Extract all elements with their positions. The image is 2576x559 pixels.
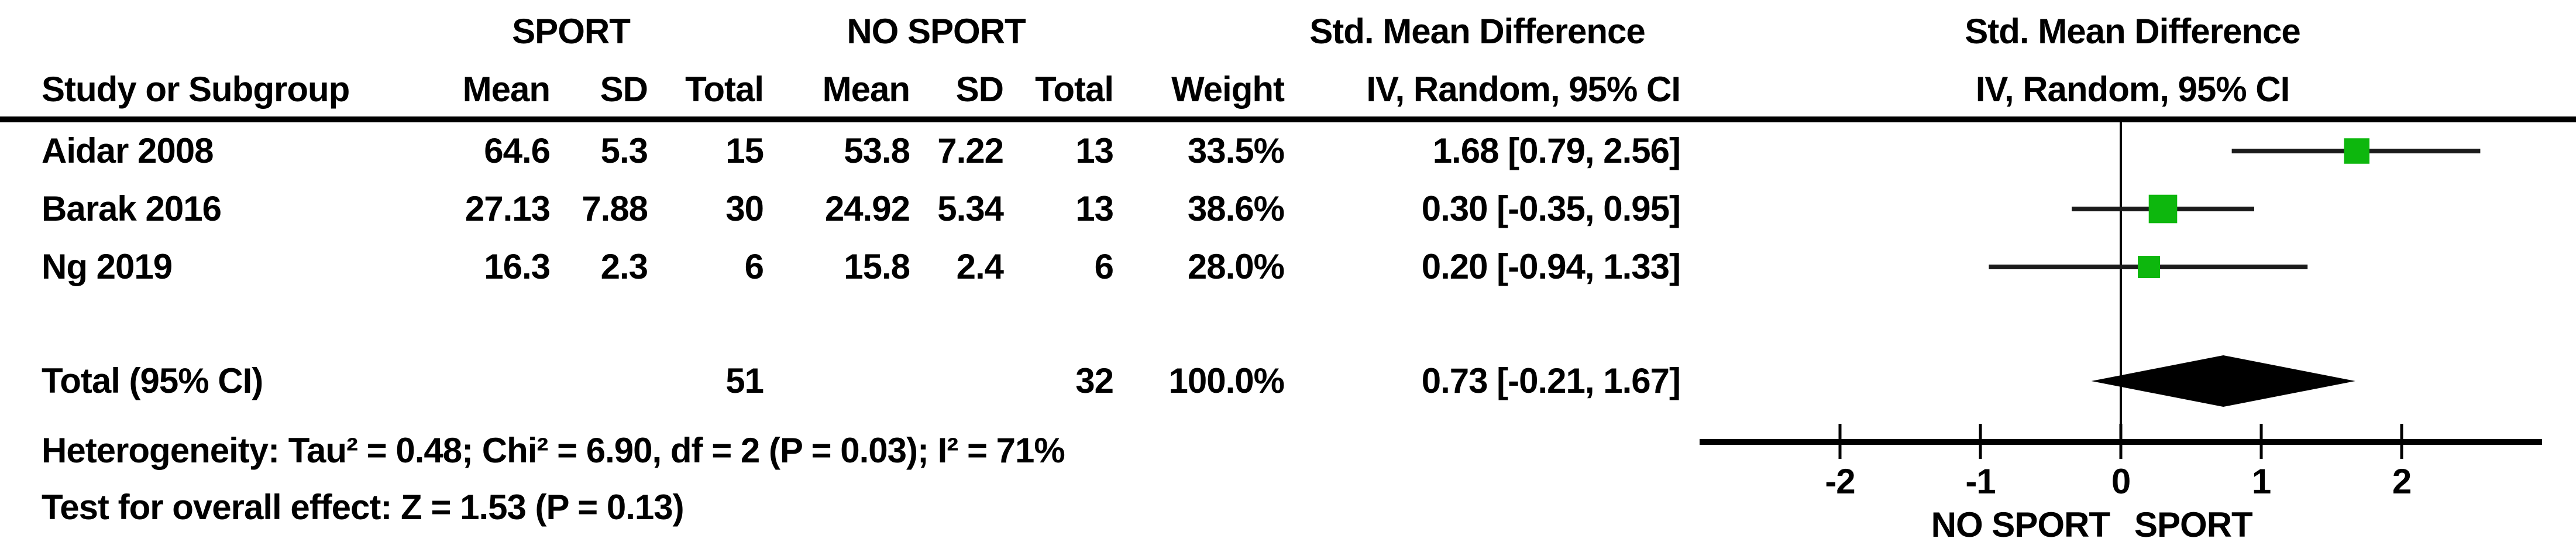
nosport-total: 13 (1075, 189, 1114, 228)
study-label: Ng 2019 (42, 247, 173, 286)
smd-text-column-header: Std. Mean Difference (1309, 12, 1645, 51)
total-smd-ci-text: 0.73 [-0.21, 1.67] (1421, 361, 1681, 400)
overall-effect-stats: Test for overall effect: Z = 1.53 (P = 0… (42, 488, 685, 527)
sport-total: 30 (725, 189, 764, 228)
sport-mean: 16.3 (484, 247, 551, 286)
effect-square (2148, 194, 2178, 224)
smd-plot-column-header: Std. Mean Difference (1965, 12, 2300, 51)
header-rule (0, 116, 2576, 122)
axis-tick-label: 2 (2392, 462, 2411, 501)
study-label: Barak 2016 (42, 189, 222, 228)
nosport-sd: 5.34 (937, 189, 1004, 228)
nosport-mean: 15.8 (844, 247, 910, 286)
sport-total: 6 (744, 247, 764, 286)
nosport-sd: 2.4 (956, 247, 1004, 286)
col-header-sport-total: Total (685, 70, 764, 109)
sport-mean: 64.6 (484, 131, 551, 170)
axis-tick-label: 0 (2111, 462, 2130, 501)
total-nosport-n: 32 (1075, 361, 1114, 400)
axis-tick-label: 1 (2252, 462, 2271, 501)
sport-sd: 7.88 (582, 189, 648, 228)
smd-ci-text: 1.68 [0.79, 2.56] (1432, 131, 1681, 170)
col-header-study: Study or Subgroup (42, 70, 350, 109)
nosport-sd: 7.22 (937, 131, 1004, 170)
sport-mean: 27.13 (465, 189, 551, 228)
sport-sd: 5.3 (600, 131, 648, 170)
group-header-no-sport: NO SPORT (847, 12, 1026, 51)
col-header-sport-sd: SD (600, 70, 648, 109)
col-header-iv-random-plot: IV, Random, 95% CI (1975, 70, 2290, 109)
sport-total: 15 (725, 131, 764, 170)
weight-value: 33.5% (1187, 131, 1285, 170)
study-label: Aidar 2008 (42, 131, 214, 170)
nosport-total: 6 (1094, 247, 1114, 286)
nosport-mean: 24.92 (824, 189, 910, 228)
col-header-weight: Weight (1171, 70, 1285, 109)
axis-tick-label: -1 (1965, 462, 1995, 501)
smd-ci-text: 0.30 [-0.35, 0.95] (1421, 189, 1681, 228)
total-weight: 100.0% (1168, 361, 1285, 400)
axis-label-no-sport: NO SPORT (1931, 505, 2110, 544)
heterogeneity-stats: Heterogeneity: Tau² = 0.48; Chi² = 6.90,… (42, 431, 1065, 470)
col-header-nosport-mean: Mean (822, 70, 910, 109)
col-header-nosport-total: Total (1035, 70, 1114, 109)
effect-square (2138, 256, 2160, 278)
group-header-sport: SPORT (512, 12, 631, 51)
summary-diamond (2091, 355, 2355, 407)
weight-value: 38.6% (1187, 189, 1285, 228)
axis-tick-label: -2 (1825, 462, 1855, 501)
sport-sd: 2.3 (600, 247, 648, 286)
weight-value: 28.0% (1187, 247, 1285, 286)
col-header-iv-random-text: IV, Random, 95% CI (1366, 70, 1681, 109)
col-header-nosport-sd: SD (955, 70, 1004, 109)
smd-ci-text: 0.20 [-0.94, 1.33] (1421, 247, 1681, 286)
total-label: Total (95% CI) (42, 361, 263, 400)
col-header-sport-mean: Mean (462, 70, 551, 109)
effect-square (2344, 138, 2369, 164)
nosport-total: 13 (1075, 131, 1114, 170)
total-sport-n: 51 (725, 361, 764, 400)
axis-label-sport: SPORT (2134, 505, 2253, 544)
nosport-mean: 53.8 (844, 131, 910, 170)
